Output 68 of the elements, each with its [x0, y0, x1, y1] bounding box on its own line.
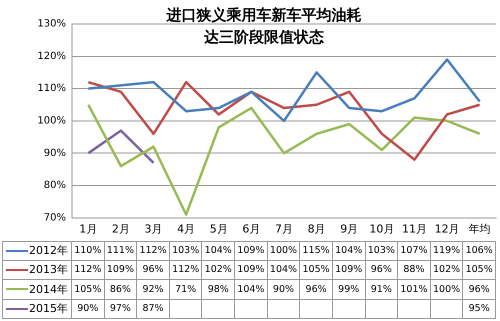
- data-label: 112%: [137, 241, 170, 260]
- x-tick-label: 1月: [79, 222, 98, 236]
- data-label: 90%: [268, 280, 300, 300]
- x-tick-label: 11月: [402, 222, 427, 236]
- data-label: 103%: [366, 241, 398, 260]
- data-label: 87%: [137, 300, 170, 319]
- data-label: 112%: [72, 260, 105, 280]
- data-label: 97%: [104, 300, 138, 319]
- data-label: 98%: [202, 280, 236, 300]
- data-label: 103%: [170, 241, 202, 260]
- data-label: 109%: [104, 260, 138, 280]
- y-tick-label: 80%: [44, 180, 66, 192]
- data-label: 104%: [268, 260, 300, 280]
- y-tick-label: 90%: [44, 148, 66, 159]
- y-tick-label: 70%: [44, 212, 66, 224]
- x-tick-label: 12月: [434, 222, 460, 236]
- data-label: 91%: [366, 280, 398, 300]
- data-label: 112%: [170, 260, 202, 280]
- y-tick-label: 130%: [37, 18, 66, 30]
- data-label: 115%: [300, 241, 333, 260]
- data-label: 104%: [202, 241, 236, 260]
- y-tick-label: 120%: [37, 50, 66, 62]
- data-label: 90%: [72, 300, 105, 319]
- data-label: 96%: [300, 280, 333, 300]
- data-label: 101%: [398, 280, 431, 300]
- x-tick-label: 8月: [308, 222, 326, 236]
- data-label: 109%: [235, 241, 268, 260]
- text: 95%: [468, 303, 490, 314]
- data-label: 71%: [170, 280, 202, 300]
- data-label: 104%: [332, 241, 366, 260]
- data-label: 99%: [332, 280, 366, 300]
- data-label: 100%: [430, 280, 464, 300]
- data-label: 106%: [463, 241, 496, 260]
- x-tick-label: 2月: [112, 222, 130, 236]
- legend-label: 2015年: [2, 300, 72, 319]
- x-tick-label: 9月: [340, 222, 358, 236]
- data-label: 111%: [104, 241, 138, 260]
- data-label: 119%: [430, 241, 464, 260]
- legend-label: 2012年: [2, 241, 72, 260]
- legend-label: 2013年: [2, 260, 72, 280]
- data-label: 92%: [137, 280, 170, 300]
- x-tick-label: 6月: [242, 222, 260, 236]
- chart-title: 进口狭义乘用车新车平均油耗达三阶段限值状态: [166, 6, 362, 46]
- data-label: 86%: [104, 280, 138, 300]
- data-label: 96%: [137, 260, 170, 280]
- data-label: 109%: [332, 260, 366, 280]
- data-label: 105%: [463, 260, 496, 280]
- y-tick-label: 100%: [37, 115, 66, 126]
- data-label: 110%: [72, 241, 105, 260]
- data-label: 100%: [268, 241, 300, 260]
- data-label: 109%: [235, 260, 268, 280]
- legend-label: 2014年: [2, 280, 72, 300]
- data-label: 102%: [202, 260, 236, 280]
- x-tick-label: 年均: [468, 222, 491, 236]
- data-label: 104%: [235, 280, 268, 300]
- data-label: 96%: [463, 280, 496, 300]
- x-tick-label: 7月: [275, 222, 293, 236]
- data-label: 102%: [430, 260, 464, 280]
- data-label: 105%: [300, 260, 333, 280]
- data-label: 105%: [72, 280, 105, 300]
- x-tick-label: 5月: [210, 222, 228, 236]
- x-tick-label: 4月: [177, 222, 196, 236]
- data-label: 88%: [398, 260, 431, 280]
- data-label: 107%: [398, 241, 431, 260]
- y-tick-label: 110%: [37, 83, 66, 94]
- x-tick-label: 10月: [369, 222, 394, 236]
- x-tick-label: 3月: [144, 222, 163, 236]
- data-label: 96%: [366, 260, 398, 280]
